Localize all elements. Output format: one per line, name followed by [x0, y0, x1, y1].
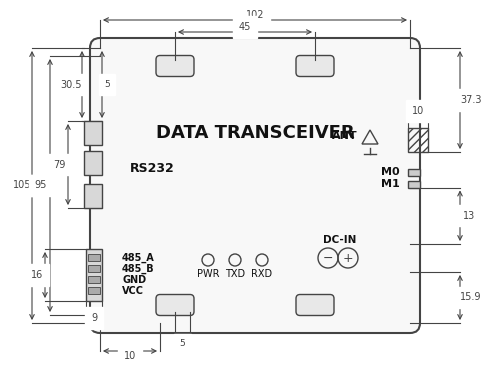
FancyBboxPatch shape [296, 56, 334, 77]
Text: 5: 5 [180, 340, 185, 348]
Text: TXD: TXD [225, 269, 245, 279]
Bar [84, 121, 102, 145]
FancyBboxPatch shape [156, 56, 194, 77]
Bar [408, 180, 420, 188]
FancyBboxPatch shape [90, 38, 420, 333]
Bar [88, 287, 100, 294]
Text: 10: 10 [124, 351, 136, 361]
Text: 45: 45 [239, 22, 251, 32]
Text: 95: 95 [35, 180, 47, 191]
Bar [408, 169, 420, 176]
Text: 5: 5 [104, 80, 110, 89]
Text: 9: 9 [91, 313, 97, 323]
Text: PWR: PWR [197, 269, 219, 279]
Bar [88, 254, 100, 261]
Text: −: − [323, 251, 333, 265]
Text: RXD: RXD [251, 269, 272, 279]
FancyBboxPatch shape [156, 294, 194, 315]
Bar [408, 128, 428, 152]
Text: GND: GND [122, 275, 146, 285]
Text: 37.3: 37.3 [460, 95, 482, 105]
Text: 30.5: 30.5 [60, 79, 82, 89]
Text: ANT: ANT [332, 131, 358, 141]
Text: 485_A: 485_A [122, 253, 155, 263]
Text: DC-IN: DC-IN [323, 235, 357, 245]
Bar [86, 249, 102, 301]
Text: DATA TRANSCEIVER: DATA TRANSCEIVER [156, 124, 354, 142]
Text: M1: M1 [381, 179, 400, 189]
Bar [84, 151, 102, 175]
Text: 79: 79 [53, 159, 65, 170]
FancyBboxPatch shape [296, 294, 334, 315]
Text: M0: M0 [381, 167, 400, 177]
Bar [88, 265, 100, 272]
Text: VCC: VCC [122, 286, 144, 296]
Bar [88, 276, 100, 283]
Text: 485_B: 485_B [122, 264, 155, 274]
Text: 10: 10 [412, 106, 424, 116]
Text: +: + [343, 251, 353, 265]
Text: 105: 105 [13, 180, 31, 191]
Text: 16: 16 [31, 270, 43, 280]
Text: RS232: RS232 [130, 162, 175, 174]
Text: 13: 13 [463, 211, 475, 221]
Bar [84, 184, 102, 208]
Text: 102: 102 [246, 10, 264, 20]
Text: 15.9: 15.9 [460, 293, 482, 302]
